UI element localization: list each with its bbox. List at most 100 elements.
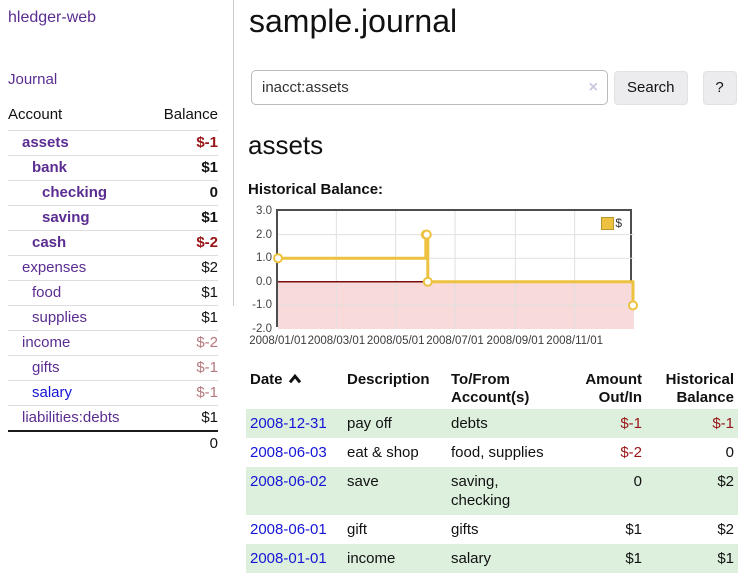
search-form: × Search ? (251, 70, 738, 105)
register-balance: $1 (646, 544, 738, 573)
chart-y-tick: 1.0 (256, 252, 272, 265)
chart-plot-area: $ (273, 209, 638, 329)
register-date-cell: 2008-06-02 (246, 467, 343, 515)
account-name-cell: salary (8, 380, 150, 406)
account-row: expenses $2 (8, 255, 218, 281)
chart-y-tick: -2.0 (252, 323, 272, 335)
register-column-label: Description (347, 371, 430, 388)
account-row: gifts $-1 (8, 355, 218, 381)
account-name-cell: saving (8, 205, 150, 231)
sidebar-account-link[interactable]: bank (32, 159, 68, 176)
search-input[interactable] (251, 70, 608, 105)
chart-x-tick: 2008/05/01 (366, 335, 425, 347)
register-row: 2008-01-01 income salary $1 $1 (246, 544, 738, 573)
register-description: eat & shop (347, 444, 419, 461)
register-date-link[interactable]: 2008-12-31 (250, 415, 327, 432)
register-column-header: To/From Account(s) (447, 367, 557, 409)
search-button[interactable]: Search (614, 70, 688, 105)
account-name-cell: cash (8, 230, 150, 256)
account-name-cell: gifts (8, 355, 150, 381)
sidebar-account-link[interactable]: saving (42, 209, 90, 226)
register-accounts: food, supplies (451, 444, 544, 461)
accounts-table: Account Balance assets $-1 bank $1 checking 0… (8, 106, 218, 456)
accounts-total-row: 0 (8, 430, 218, 456)
account-name-cell: supplies (8, 305, 150, 331)
account-name-cell: income (8, 330, 150, 356)
register-date-link[interactable]: 2008-06-02 (250, 473, 327, 490)
search-box: × (251, 70, 608, 105)
account-balance: $1 (149, 405, 218, 431)
account-row: saving $1 (8, 205, 218, 231)
help-button[interactable]: ? (702, 70, 737, 105)
accounts-header-balance: Balance (163, 106, 218, 123)
register-balance: 0 (725, 444, 734, 461)
account-name-cell: expenses (8, 255, 150, 281)
account-balance: $-1 (149, 130, 218, 156)
register-date-cell: 2008-06-01 (246, 515, 343, 544)
register-amount: $1 (625, 521, 642, 538)
nav-journal-link[interactable]: Journal (8, 71, 58, 88)
register-accounts: salary (447, 544, 557, 573)
account-row: income $-2 (8, 330, 218, 356)
chart-canvas (273, 211, 638, 329)
chart-y-tick: -1.0 (252, 299, 272, 312)
sidebar-account-link[interactable]: salary (32, 384, 73, 401)
account-row: salary $-1 (8, 380, 218, 406)
chart-x-tick: 2008/07/01 (426, 335, 484, 347)
register-accounts: gifts (451, 521, 479, 538)
register-column-header: Amount Out/In (557, 367, 646, 409)
accounts-total-value: 0 (149, 430, 218, 456)
register-column-label: Date (250, 371, 283, 388)
chart-y-tick: 2.0 (256, 228, 272, 241)
account-row: supplies $1 (8, 305, 218, 331)
chart-x-tick: 2008/03/01 (307, 335, 366, 347)
register-balance: $2 (646, 467, 738, 515)
accounts-header-account: Account (8, 106, 63, 123)
main-content: sample.journal × Search ? assets Histori… (246, 0, 738, 573)
register-table: Date Description To/From Account(s) Amount … (246, 367, 738, 573)
legend-swatch-icon (601, 216, 615, 230)
register-column-header[interactable]: Date (246, 367, 343, 409)
register-date-cell: 2008-06-03 (246, 438, 343, 467)
sidebar-account-link[interactable]: food (32, 284, 62, 301)
register-date-cell: 2008-12-31 (246, 409, 343, 438)
legend-label: $ (615, 216, 622, 230)
account-heading: assets (248, 130, 324, 160)
register-amount: $1 (557, 544, 646, 573)
sidebar-account-link[interactable]: supplies (32, 309, 88, 326)
sidebar: hledger-web Journal Account Balance asse… (0, 0, 233, 456)
accounts-header-row: Account Balance (8, 106, 218, 131)
register-accounts: saving, checking (447, 467, 557, 515)
sidebar-account-link[interactable]: expenses (22, 259, 87, 276)
register-row: 2008-06-02 save saving, checking 0 $2 (246, 467, 738, 515)
sidebar-account-link[interactable]: liabilities:debts (22, 409, 120, 426)
register-column-header: Description (343, 367, 447, 409)
account-row: bank $1 (8, 155, 218, 181)
register-date-link[interactable]: 2008-06-03 (250, 444, 327, 461)
account-balance: $1 (149, 155, 218, 181)
sidebar-account-link[interactable]: cash (32, 234, 67, 251)
register-row: 2008-06-01 gift gifts $1 $2 (246, 515, 738, 544)
account-balance: $2 (149, 255, 218, 281)
register-row: 2008-06-03 eat & shop food, supplies $-2 0 (246, 438, 738, 467)
register-date-link[interactable]: 2008-01-01 (250, 550, 327, 567)
account-name-cell: liabilities:debts (8, 405, 150, 431)
sidebar-divider (233, 0, 234, 306)
register-column-label: Amount Out/In (585, 371, 642, 406)
sidebar-account-link[interactable]: gifts (32, 359, 60, 376)
balance-chart: $ 3.0 2.0 1.0 0.0 -1.0 -2.0 2008/01/01 2008/03/… (246, 205, 738, 351)
sidebar-account-link[interactable]: assets (22, 134, 69, 151)
account-row: cash $-2 (8, 230, 218, 256)
accounts-total-spacer (8, 430, 150, 456)
sidebar-account-link[interactable]: checking (42, 184, 108, 201)
clear-search-icon[interactable]: × (588, 78, 598, 96)
register-description: pay off (343, 409, 447, 438)
register-date-link[interactable]: 2008-06-01 (250, 521, 327, 538)
register-accounts: debts (447, 409, 557, 438)
register-amount: $-2 (620, 444, 642, 461)
register-header-row: Date Description To/From Account(s) Amount … (246, 367, 738, 409)
sidebar-account-link[interactable]: income (22, 334, 71, 351)
register-date-cell: 2008-01-01 (246, 544, 343, 573)
brand-link[interactable]: hledger-web (8, 9, 97, 26)
page-title: sample.journal (249, 3, 458, 39)
